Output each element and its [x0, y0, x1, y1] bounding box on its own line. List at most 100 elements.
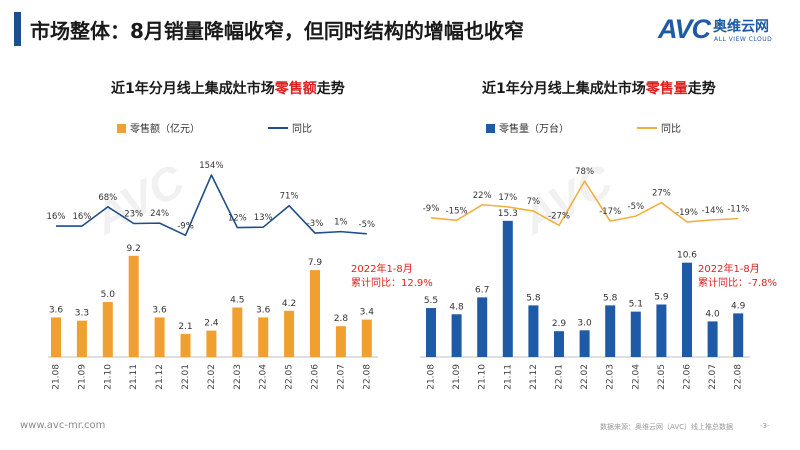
- right-annotation-line-1: 2022年1-8月: [698, 264, 760, 275]
- left-yoy-label: 16%: [72, 212, 91, 222]
- right-bar: [579, 330, 590, 357]
- right-bar-label: 5.9: [654, 292, 669, 302]
- left-bar-label: 2.1: [178, 322, 192, 332]
- right-x-tick-label: 21.09: [452, 364, 462, 390]
- right-bar: [733, 313, 744, 357]
- left-bar-label: 3.6: [49, 305, 64, 315]
- left-bar: [180, 333, 191, 357]
- left-annotation: 2022年1-8月累计同比：12.9%: [351, 263, 433, 291]
- right-bar: [502, 220, 513, 357]
- left-x-tick-label: 22.04: [259, 364, 269, 390]
- right-bar: [630, 311, 641, 357]
- left-x-tick-label: 22.05: [285, 364, 295, 390]
- left-yoy-label: -3%: [307, 219, 324, 229]
- left-yoy-line: [56, 174, 367, 237]
- right-yoy-label: 27%: [652, 189, 671, 199]
- right-bar: [656, 304, 667, 357]
- right-bar: [682, 262, 692, 357]
- right-bar-label: 3.0: [577, 318, 592, 328]
- right-bar-label: 5.5: [424, 296, 438, 306]
- right-legend-line: 同比: [637, 120, 681, 135]
- left-x-tick-label: 21.11: [129, 364, 139, 390]
- right-x-tick-label: 22.02: [580, 364, 590, 390]
- right-bar-label: 6.7: [475, 285, 489, 295]
- right-yoy-label: -17%: [599, 207, 621, 217]
- right-title-suffix: 走势: [687, 81, 716, 97]
- left-bar: [51, 317, 61, 357]
- left-x-tick-label: 22.03: [233, 364, 243, 390]
- left-annotation-line-1: 2022年1-8月: [351, 264, 413, 275]
- right-yoy-label: -15%: [446, 206, 468, 216]
- left-bar: [76, 320, 87, 357]
- left-chart-title: 近1年分月线上集成灶市场零售额走势: [111, 78, 345, 98]
- page-number: -3-: [760, 422, 770, 430]
- right-bar: [554, 331, 564, 357]
- footer-url[interactable]: www.avc-mr.com: [20, 420, 106, 431]
- left-x-tick-label: 21.10: [103, 364, 113, 390]
- right-x-tick-label: 22.07: [708, 364, 718, 390]
- right-x-tick-label: 22.01: [555, 364, 565, 390]
- logo-name-cn: 奥维云网: [713, 19, 769, 35]
- left-bar-label: 2.4: [204, 319, 219, 329]
- left-bar: [258, 317, 269, 357]
- right-x-tick-label: 21.10: [478, 364, 488, 390]
- right-legend-line-label: 同比: [661, 124, 681, 135]
- right-bar-label: 4.0: [705, 309, 720, 319]
- right-x-tick-label: 21.12: [529, 364, 539, 390]
- right-title-highlight: 零售量: [645, 81, 688, 97]
- title-accent-bar: [14, 12, 21, 46]
- left-legend-line: 同比: [268, 120, 312, 135]
- left-yoy-label: -9%: [177, 221, 194, 231]
- left-yoy-label: 1%: [334, 218, 348, 228]
- left-legend-bar-label: 零售额（亿元）: [130, 124, 200, 135]
- left-title-suffix: 走势: [316, 81, 345, 97]
- right-yoy-label: 7%: [527, 197, 541, 207]
- right-x-tick-label: 22.06: [683, 364, 693, 390]
- page-title: 市场整体：8月销量降幅收窄，但同时结构的增幅也收窄: [30, 19, 524, 43]
- right-annotation-line-2: 累计同比：-7.8%: [698, 278, 778, 289]
- right-yoy-label: -14%: [702, 206, 724, 216]
- left-bar-label: 4.5: [230, 296, 244, 306]
- right-legend-line-swatch: [637, 127, 657, 129]
- right-x-tick-label: 21.11: [503, 364, 513, 390]
- left-bar-label: 3.4: [360, 308, 375, 318]
- left-legend-line-label: 同比: [292, 124, 312, 135]
- right-x-tick-label: 22.08: [734, 364, 744, 390]
- right-bar-label: 4.8: [449, 302, 464, 312]
- left-x-tick-label: 21.12: [155, 364, 165, 390]
- right-bar-label: 15.3: [498, 209, 518, 219]
- right-bar: [528, 305, 539, 357]
- right-bar: [451, 314, 462, 357]
- left-bar: [206, 330, 217, 357]
- right-annotation: 2022年1-8月累计同比：-7.8%: [698, 263, 777, 291]
- right-yoy-label: -27%: [548, 211, 570, 221]
- right-yoy-label: -11%: [727, 205, 749, 215]
- left-bar-label: 9.2: [127, 244, 141, 254]
- right-title-prefix: 近1年分月线上集成灶市场: [482, 81, 646, 97]
- right-x-tick-label: 22.05: [657, 364, 667, 390]
- left-yoy-label: 12%: [228, 214, 247, 224]
- left-yoy-label: 68%: [98, 193, 117, 203]
- left-bar: [361, 319, 372, 357]
- left-legend-bar-swatch: [117, 124, 126, 133]
- left-legend-bar: 零售额（亿元）: [117, 120, 200, 135]
- right-x-tick-label: 22.03: [606, 364, 616, 390]
- left-yoy-label: 24%: [150, 209, 169, 219]
- left-title-highlight: 零售额: [274, 81, 317, 97]
- right-legend-bar-label: 零售量（万台）: [499, 124, 569, 135]
- left-yoy-label: 154%: [199, 161, 223, 171]
- right-bar-label: 4.9: [731, 301, 746, 311]
- left-bar-label: 5.0: [101, 290, 116, 300]
- left-annotation-line-2: 累计同比：12.9%: [351, 278, 433, 289]
- avc-logo: AVC 奥维云网 ALL VIEW CLOUD: [658, 14, 788, 48]
- left-bar: [154, 317, 165, 357]
- left-bar-label: 3.6: [256, 305, 271, 315]
- left-bar: [335, 326, 346, 357]
- right-bar-label: 10.6: [677, 251, 697, 261]
- right-legend-bar-swatch: [486, 124, 495, 133]
- left-legend-line-swatch: [268, 127, 288, 129]
- left-bar-label: 7.9: [308, 258, 323, 268]
- left-x-tick-label: 22.02: [207, 364, 217, 390]
- left-yoy-label: 16%: [47, 212, 66, 222]
